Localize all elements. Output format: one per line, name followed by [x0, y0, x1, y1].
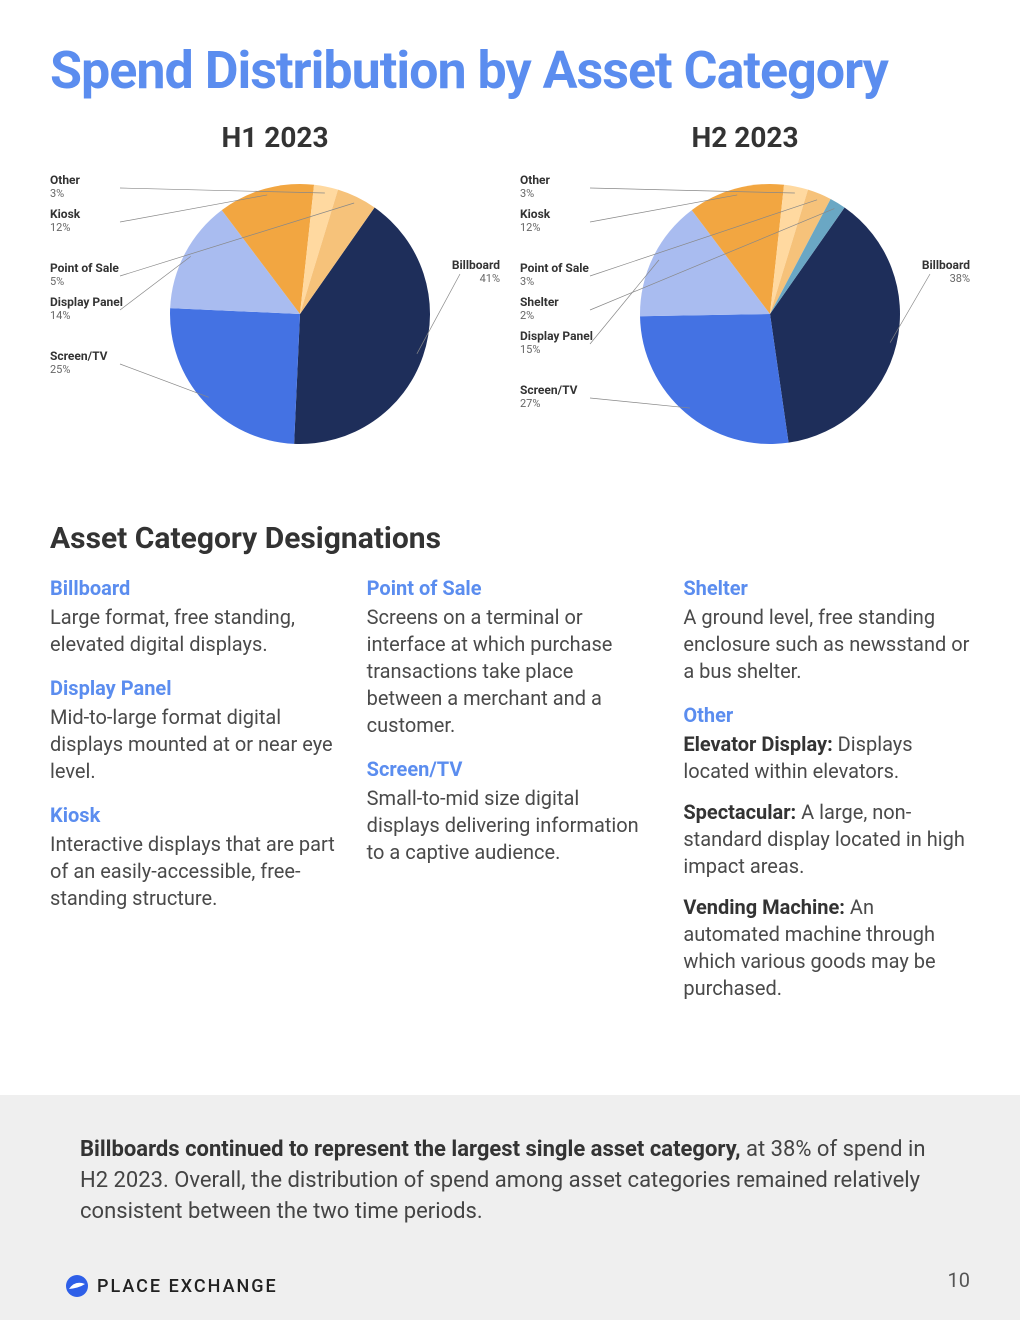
category-title: Other — [683, 703, 970, 727]
page-number: 10 — [948, 1268, 970, 1292]
chart-h2: H2 2023 Other3% Kiosk12% Point of Sale3% Sh… — [520, 121, 970, 481]
chart-title: H1 2023 — [50, 121, 500, 154]
chart-title: H2 2023 — [520, 121, 970, 154]
category-body: Large format, free standing, elevated di… — [50, 604, 337, 658]
category-title: Billboard — [50, 576, 337, 600]
category-body: Elevator Display: Displays located withi… — [683, 731, 970, 1002]
category-title: Kiosk — [50, 803, 337, 827]
brand: PLACE EXCHANGE — [65, 1274, 278, 1298]
brand-logo-icon — [65, 1274, 89, 1298]
category-title: Point of Sale — [367, 576, 654, 600]
pie-label: Screen/TV25% — [50, 350, 107, 376]
category-body: Small-to-mid size digital displays deliv… — [367, 785, 654, 866]
designations-grid: Billboard Large format, free standing, el… — [50, 576, 970, 1002]
pie-label: Kiosk12% — [50, 208, 80, 234]
footer: Billboards continued to represent the la… — [0, 1095, 1020, 1320]
pie-label: Point of Sale5% — [50, 262, 119, 288]
category-title: Display Panel — [50, 676, 337, 700]
pie-chart: Other3% Kiosk12% Point of Sale5% Display Pa… — [50, 164, 500, 474]
category-body: Screens on a terminal or interface at wh… — [367, 604, 654, 739]
category-body: A ground level, free standing enclosure … — [683, 604, 970, 685]
pie-slice — [170, 308, 300, 444]
category-title: Screen/TV — [367, 757, 654, 781]
pie-label: Other3% — [520, 174, 550, 200]
designations-heading: Asset Category Designations — [50, 521, 970, 556]
pie-label: Display Panel14% — [50, 296, 123, 322]
pie-slice — [640, 314, 789, 444]
pie-chart: Other3% Kiosk12% Point of Sale3% Shelter2% D… — [520, 164, 970, 474]
category-body: Interactive displays that are part of an… — [50, 831, 337, 912]
designation-column: Point of Sale Screens on a terminal or in… — [367, 576, 654, 1002]
pie-label: Other3% — [50, 174, 80, 200]
pie-label: Kiosk12% — [520, 208, 550, 234]
designation-column: Shelter A ground level, free standing enc… — [683, 576, 970, 1002]
charts-row: H1 2023 Other3% Kiosk12% Point of Sale5% Di… — [50, 121, 970, 481]
pie-label: Display Panel15% — [520, 330, 593, 356]
pie-label: Billboard38% — [922, 259, 970, 285]
pie-label: Shelter2% — [520, 296, 559, 322]
chart-h1: H1 2023 Other3% Kiosk12% Point of Sale5% Di… — [50, 121, 500, 481]
category-body: Mid-to-large format digital displays mou… — [50, 704, 337, 785]
pie-label: Screen/TV27% — [520, 384, 577, 410]
category-title: Shelter — [683, 576, 970, 600]
pie-label: Point of Sale3% — [520, 262, 589, 288]
pie-label: Billboard41% — [452, 259, 500, 285]
summary-strong: Billboards continued to represent the la… — [80, 1137, 741, 1162]
summary-text: Billboards continued to represent the la… — [80, 1135, 940, 1227]
brand-name: PLACE EXCHANGE — [97, 1276, 278, 1297]
designation-column: Billboard Large format, free standing, el… — [50, 576, 337, 1002]
page-title: Spend Distribution by Asset Category — [50, 40, 970, 101]
